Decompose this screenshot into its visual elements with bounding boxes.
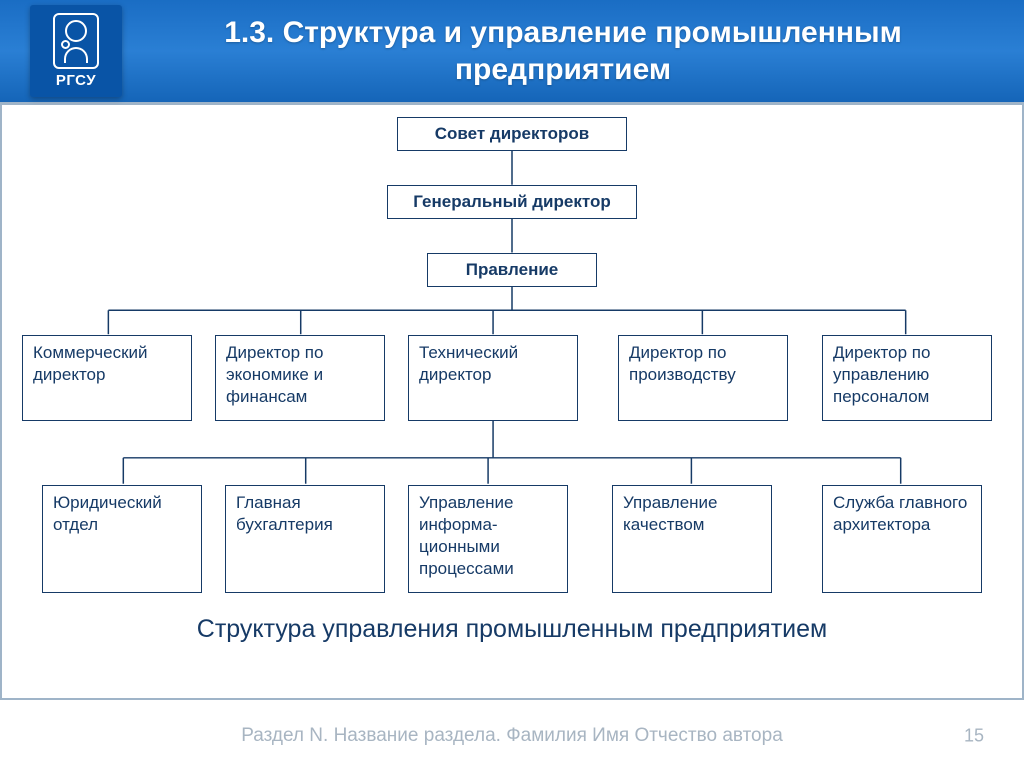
org-node-n1: Совет директоров <box>397 117 627 151</box>
slide-title: 1.3. Структура и управление промышленным… <box>122 14 1004 89</box>
title-wrap: 1.3. Структура и управление промышленным… <box>122 14 1024 89</box>
chart-caption: Структура управления промышленным предпр… <box>2 615 1022 644</box>
footer: Раздел N. Название раздела. Фамилия Имя … <box>0 705 1024 767</box>
org-node-n3: Правление <box>427 253 597 287</box>
page-number: 15 <box>964 726 984 747</box>
org-node-d5: Директор по управлению персоналом <box>822 335 992 421</box>
org-node-s5: Служба главного архитектора <box>822 485 982 593</box>
org-node-d2: Директор по экономике и финансам <box>215 335 385 421</box>
org-node-d3: Технический директор <box>408 335 578 421</box>
footer-text: Раздел N. Название раздела. Фамилия Имя … <box>241 725 783 747</box>
org-node-s1: Юридический отдел <box>42 485 202 593</box>
header-bar: РГСУ 1.3. Структура и управление промышл… <box>0 0 1024 105</box>
org-node-d4: Директор по производству <box>618 335 788 421</box>
org-node-d1: Коммерческий директор <box>22 335 192 421</box>
org-node-s3: Управление информа-ционными процессами <box>408 485 568 593</box>
logo-text: РГСУ <box>56 72 96 89</box>
family-icon <box>53 13 99 69</box>
logo: РГСУ <box>30 5 122 97</box>
chart-area: Совет директоров Генеральный директор Прав… <box>0 105 1024 700</box>
org-node-s4: Управление качеством <box>612 485 772 593</box>
org-node-s2: Главная бухгалтерия <box>225 485 385 593</box>
org-node-n2: Генеральный директор <box>387 185 637 219</box>
